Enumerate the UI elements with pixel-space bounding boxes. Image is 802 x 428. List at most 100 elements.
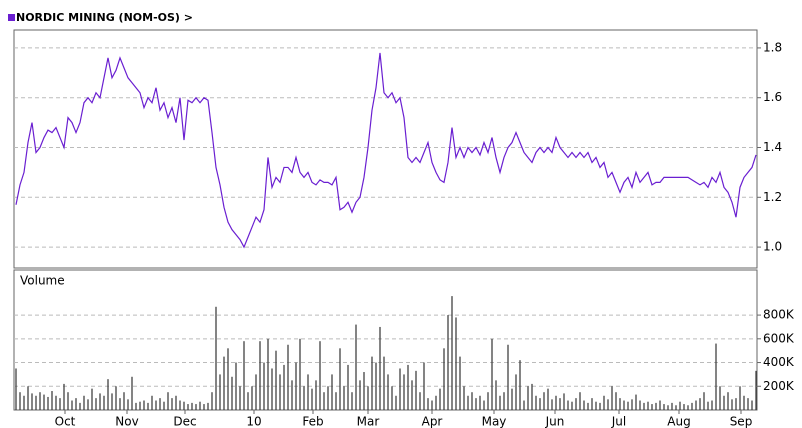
volume-bar [355,324,357,410]
volume-bar [183,401,185,410]
volume-bar [199,401,201,410]
volume-bar [747,398,749,410]
volume-bar [267,338,269,410]
volume-bar [471,392,473,410]
volume-bar [291,380,293,410]
volume-bar [535,395,537,410]
volume-bar [351,392,353,410]
x-tick-label: Aug [667,415,690,428]
volume-bar [607,399,609,410]
volume-bar [287,344,289,410]
volume-bar [735,398,737,410]
volume-bar [619,398,621,410]
volume-bar [647,401,649,410]
volume-bar [255,374,257,410]
volume-bar [743,395,745,410]
x-tick-label: Mar [357,415,380,428]
volume-bar [343,386,345,410]
volume-bar [195,404,197,410]
volume-bar [327,386,329,410]
y-tick-label: 400K [763,355,795,369]
chart-title[interactable]: NORDIC MINING (NOM-OS) > [16,11,193,24]
volume-bar [671,402,673,410]
volume-bar [523,400,525,410]
volume-bar [259,341,261,410]
volume-bar [487,392,489,410]
y-tick-label: 1.8 [763,40,782,54]
volume-bar [427,398,429,410]
volume-bar [71,400,73,410]
volume-bar [363,372,365,410]
volume-bar [651,404,653,410]
x-tick-label: Sep [730,415,753,428]
volume-bar [755,370,757,410]
volume-bar [187,404,189,410]
volume-bar [87,399,89,410]
volume-bar [83,395,85,410]
volume-bar [555,395,557,410]
volume-bar [231,376,233,410]
volume-bar [519,360,521,410]
volume-bar [115,386,117,410]
volume-bar [639,400,641,410]
volume-bar [695,400,697,410]
volume-bar [179,400,181,410]
x-tick-label: Dec [173,415,196,428]
volume-bar [123,392,125,410]
volume-bar [127,399,129,410]
volume-bar [79,402,81,410]
volume-bar [375,362,377,410]
volume-bar [99,393,101,410]
volume-bar [311,388,313,410]
volume-bar [191,402,193,410]
volume-bar [39,392,41,410]
volume-bar [227,348,229,410]
volume-bar [219,374,221,410]
volume-bar [603,395,605,410]
volume-bar [703,392,705,410]
volume-bar [559,398,561,410]
x-tick-label: Oct [55,415,76,428]
volume-bar [387,374,389,410]
volume-bar [303,386,305,410]
volume-bar [131,376,133,410]
volume-bar [543,392,545,410]
volume-bar [459,356,461,410]
volume-bar [711,400,713,410]
x-tick-label: May [482,415,507,428]
volume-bar [731,399,733,410]
x-tick-label: Apr [422,415,443,428]
volume-bar [63,383,65,410]
volume-bar [251,386,253,410]
volume-bar [507,344,509,410]
volume-bar [147,402,149,410]
volume-bar [699,398,701,410]
volume-bar [495,380,497,410]
volume-bar [751,400,753,410]
volume-bar [567,400,569,410]
volume-bar [599,402,601,410]
volume-bar [415,370,417,410]
volume-bar [43,394,45,410]
volume-bar [243,341,245,410]
volume-bar [431,400,433,410]
volume-bar [31,393,33,410]
volume-bar [35,395,37,410]
volume-bar [347,364,349,410]
volume-bar [139,401,141,410]
x-tick-label: Jul [611,415,626,428]
volume-bar [247,392,249,410]
volume-bar [295,362,297,410]
volume-bar [635,394,637,410]
volume-bar [135,402,137,410]
volume-bar [103,395,105,410]
volume-bar [595,401,597,410]
volume-bar [331,374,333,410]
volume-bar [359,380,361,410]
volume-bar [119,398,121,410]
volume-bar [67,392,69,410]
volume-bar [171,398,173,410]
volume-bar [475,398,477,410]
price-line [15,52,757,249]
